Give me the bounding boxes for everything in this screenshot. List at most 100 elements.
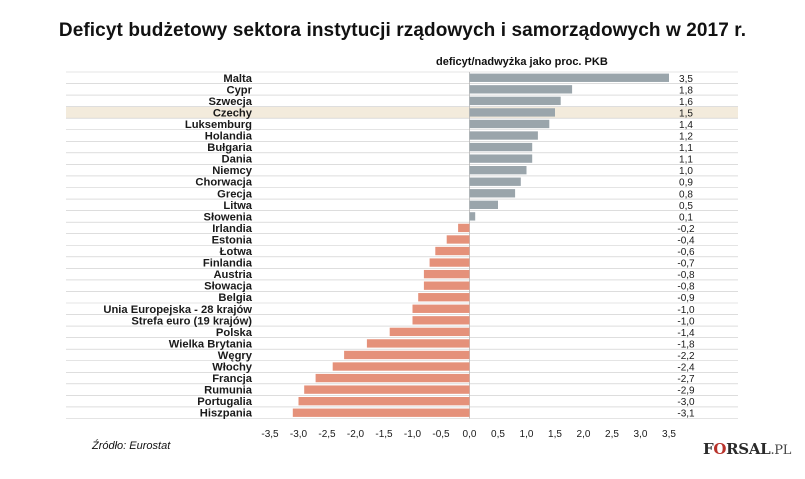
category-label: Finlandia: [203, 258, 253, 270]
value-label: -1,8: [677, 339, 695, 350]
x-tick-label: 2,5: [605, 429, 619, 440]
value-label: 0,5: [679, 201, 693, 212]
value-label: 1,1: [679, 155, 693, 166]
value-label: -3,1: [677, 409, 695, 420]
category-label: Rumunia: [204, 385, 253, 397]
bar-28: [298, 397, 470, 406]
value-label: -3,0: [677, 397, 695, 408]
value-label: 1,5: [679, 108, 693, 119]
forsal-logo: FORSAL.PL: [703, 440, 791, 458]
value-label: 0,9: [679, 178, 693, 189]
category-label: Bułgaria: [207, 142, 253, 154]
bar-9: [469, 177, 521, 186]
bar-15: [435, 246, 470, 256]
bar-26: [315, 373, 470, 383]
bar-12: [469, 212, 476, 221]
category-label: Austria: [213, 269, 252, 281]
highlight-band: [66, 106, 738, 119]
value-label: 1,1: [679, 143, 693, 154]
value-label: 3,5: [679, 74, 693, 85]
value-label: -1,4: [677, 328, 695, 339]
value-label: -0,8: [677, 270, 695, 281]
bar-11: [469, 200, 498, 209]
bar-24: [344, 350, 470, 360]
category-label: Niemcy: [212, 165, 253, 177]
category-label: Wielka Brytania: [169, 338, 253, 350]
value-label: -0,7: [677, 259, 695, 270]
value-label: -0,8: [677, 282, 695, 293]
bar-3: [469, 108, 555, 117]
chart-title: Deficyt budżetowy sektora instytucji rzą…: [58, 20, 747, 41]
bar-2: [469, 96, 561, 106]
value-label: 0,1: [679, 212, 693, 223]
category-label: Litwa: [223, 200, 252, 212]
source-note: Źródło: Eurostat: [92, 440, 171, 452]
x-tick-label: -3,0: [290, 429, 308, 440]
logo-o: O: [713, 440, 727, 458]
bar-20: [412, 304, 470, 313]
value-label: -1,0: [677, 305, 695, 316]
bar-18: [423, 281, 470, 290]
chart-subtitle: deficyt/nadwyżka jako proc. PKB: [436, 56, 608, 68]
bar-19: [418, 293, 470, 302]
bar-14: [446, 235, 470, 244]
bar-17: [423, 269, 470, 279]
category-label: Węgry: [218, 350, 253, 362]
bar-22: [389, 327, 470, 337]
category-label: Strefa euro (19 krajów): [131, 315, 252, 327]
category-label: Szwecja: [208, 96, 252, 108]
category-label: Czechy: [213, 107, 253, 119]
category-label: Malta: [223, 73, 252, 85]
bar-10: [469, 189, 516, 198]
x-tick-label: -2,5: [318, 429, 336, 440]
bar-6: [469, 142, 533, 152]
value-label: 1,8: [679, 85, 693, 96]
category-label: Dania: [222, 154, 253, 166]
x-tick-label: 0,0: [463, 429, 477, 440]
value-label: -0,6: [677, 247, 695, 258]
value-label: 1,2: [679, 132, 693, 143]
bar-23: [366, 339, 470, 348]
bar-29: [292, 408, 470, 417]
value-label: 0,8: [679, 189, 693, 200]
value-label: -2,4: [677, 363, 695, 374]
category-label: Luksemburg: [185, 119, 252, 131]
bar-5: [469, 131, 538, 140]
x-tick-label: 0,5: [491, 429, 505, 440]
category-label: Polska: [216, 327, 253, 339]
category-label: Chorwacja: [195, 177, 252, 189]
x-tick-label: -2,0: [347, 429, 365, 440]
category-label: Grecja: [217, 188, 253, 200]
category-label: Holandia: [205, 131, 253, 143]
category-label: Słowenia: [204, 211, 253, 223]
x-tick-label: 1,0: [520, 429, 534, 440]
category-label: Belgia: [218, 292, 252, 304]
bar-16: [429, 258, 470, 267]
x-tick-label: 3,5: [662, 429, 676, 440]
x-tick-label: 3,0: [634, 429, 648, 440]
value-label: -0,9: [677, 293, 695, 304]
category-label: Estonia: [212, 234, 253, 246]
category-label: Hiszpania: [200, 408, 253, 420]
logo-prefix: F: [703, 440, 714, 458]
bar-25: [332, 362, 470, 371]
bar-1: [469, 85, 573, 94]
bar-8: [469, 166, 527, 175]
bar-0: [469, 73, 669, 82]
category-label: Francja: [212, 373, 253, 385]
x-tick-label: 2,0: [577, 429, 591, 440]
category-label: Cypr: [227, 84, 253, 96]
value-label: -1,0: [677, 316, 695, 327]
category-label: Włochy: [212, 362, 253, 374]
bar-21: [412, 316, 470, 325]
bar-7: [469, 154, 533, 163]
x-tick-label: -1,0: [404, 429, 422, 440]
x-tick-label: -1,5: [375, 429, 393, 440]
x-tick-label: -0,5: [432, 429, 450, 440]
value-label: 1,6: [679, 97, 693, 108]
category-label: Łotwa: [220, 246, 253, 258]
logo-suffix: .PL: [770, 443, 792, 458]
bar-27: [304, 385, 470, 394]
value-label: 1,4: [679, 120, 693, 131]
logo-mid: RSAL: [726, 440, 771, 458]
